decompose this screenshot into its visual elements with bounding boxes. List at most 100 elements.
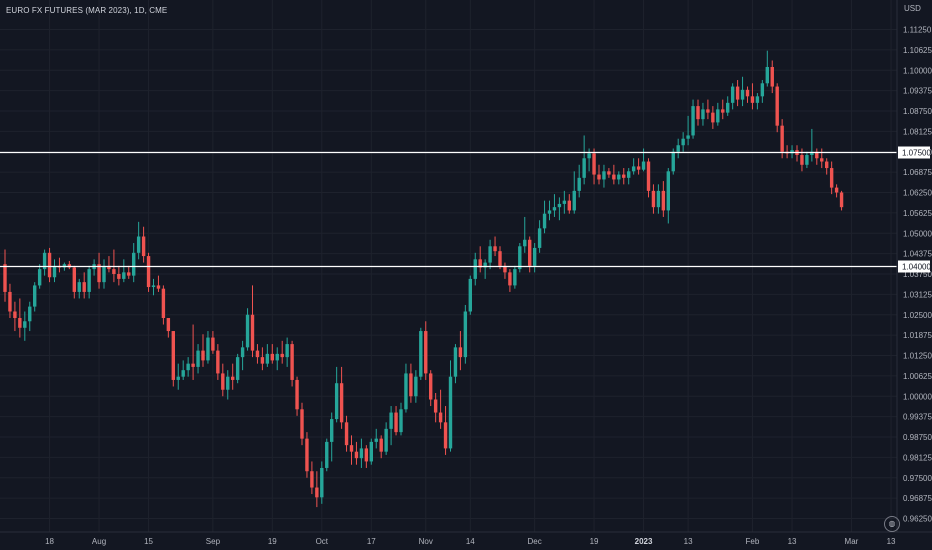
candle[interactable] [240, 340, 245, 371]
candle[interactable] [552, 194, 557, 217]
candle[interactable] [77, 278, 81, 299]
candle[interactable] [260, 347, 265, 371]
candle[interactable] [28, 301, 32, 332]
candle[interactable] [334, 366, 339, 423]
candle[interactable] [245, 308, 250, 351]
candle[interactable] [829, 161, 834, 195]
candle[interactable] [265, 344, 270, 367]
candle[interactable] [711, 106, 715, 129]
candle[interactable] [325, 438, 329, 472]
candle[interactable] [716, 102, 720, 126]
candle[interactable] [597, 164, 601, 185]
candle[interactable] [201, 334, 205, 367]
candle[interactable] [656, 184, 661, 214]
candle[interactable] [839, 190, 844, 211]
candle[interactable] [429, 370, 433, 407]
candle[interactable] [67, 260, 72, 270]
candle[interactable] [518, 243, 522, 273]
candle[interactable] [627, 168, 631, 185]
candle[interactable] [508, 269, 512, 292]
candle[interactable] [270, 344, 274, 364]
candle[interactable] [765, 50, 769, 87]
candle[interactable] [820, 148, 824, 169]
candle[interactable] [503, 262, 507, 279]
candle[interactable] [72, 265, 76, 299]
time-axis[interactable]: 18 Aug 15 Sep 19 Oct 17 Nov 14 Dec 19 2023 13 Feb 13 Ma… [45, 537, 896, 546]
candle[interactable] [612, 164, 616, 185]
candle[interactable] [537, 220, 542, 253]
candle[interactable] [834, 184, 839, 198]
candle[interactable] [280, 340, 284, 364]
candle[interactable] [750, 83, 755, 110]
candle[interactable] [275, 347, 279, 371]
candle[interactable] [151, 278, 156, 296]
candle[interactable] [666, 168, 670, 224]
candle[interactable] [523, 216, 527, 253]
candle[interactable] [617, 171, 621, 185]
candle[interactable] [315, 471, 319, 508]
candle[interactable] [320, 461, 324, 504]
candle[interactable] [453, 344, 458, 384]
candle[interactable] [414, 370, 418, 403]
horizontal-lines[interactable] [0, 151, 897, 268]
candle[interactable] [805, 151, 809, 169]
candle[interactable] [42, 249, 47, 276]
candle[interactable] [740, 76, 745, 107]
candle[interactable] [562, 190, 567, 214]
candle[interactable] [206, 331, 210, 364]
candle[interactable] [498, 246, 502, 270]
candle[interactable] [631, 158, 636, 175]
candle[interactable] [181, 360, 185, 380]
candle[interactable] [122, 259, 126, 283]
candle[interactable] [191, 324, 195, 380]
candle[interactable] [211, 331, 215, 354]
candle[interactable] [419, 327, 423, 380]
candle[interactable] [127, 265, 131, 279]
candle[interactable] [374, 428, 378, 449]
candle[interactable] [438, 389, 443, 429]
candle[interactable] [216, 344, 220, 380]
candle[interactable] [146, 252, 151, 292]
candle[interactable] [330, 412, 334, 462]
candle[interactable] [132, 243, 136, 283]
candle[interactable] [186, 357, 190, 377]
candle[interactable] [547, 200, 552, 221]
candle[interactable] [424, 321, 428, 380]
candle[interactable] [825, 158, 829, 175]
candle[interactable] [735, 80, 740, 107]
candle[interactable] [661, 181, 666, 217]
candle[interactable] [760, 80, 765, 103]
candle[interactable] [285, 337, 289, 367]
candle[interactable] [622, 168, 626, 185]
candle[interactable] [686, 115, 690, 146]
tradingview-logo-icon[interactable]: ◍ [884, 516, 900, 532]
candle[interactable] [107, 256, 111, 273]
candle[interactable] [542, 200, 547, 234]
candle[interactable] [102, 259, 106, 289]
candle[interactable] [815, 148, 819, 165]
candle[interactable] [389, 406, 393, 446]
candle[interactable] [483, 259, 487, 279]
candle[interactable] [235, 353, 240, 384]
candle[interactable] [344, 415, 349, 452]
candle[interactable] [577, 164, 581, 198]
candle[interactable] [250, 285, 255, 358]
candle[interactable] [37, 264, 42, 289]
candle[interactable] [379, 435, 383, 459]
candle[interactable] [681, 132, 685, 152]
candle[interactable] [300, 402, 304, 446]
candles[interactable] [3, 50, 844, 508]
candle[interactable] [399, 402, 403, 436]
candle[interactable] [176, 363, 180, 390]
candle[interactable] [567, 194, 571, 214]
candle[interactable] [488, 239, 492, 270]
candle[interactable] [117, 265, 121, 286]
candle[interactable] [602, 164, 606, 188]
candle[interactable] [473, 252, 477, 286]
candle[interactable] [369, 438, 373, 465]
candle[interactable] [691, 99, 695, 139]
candle[interactable] [409, 363, 413, 403]
candle[interactable] [448, 360, 453, 452]
candle[interactable] [290, 340, 294, 387]
candle[interactable] [364, 445, 369, 468]
